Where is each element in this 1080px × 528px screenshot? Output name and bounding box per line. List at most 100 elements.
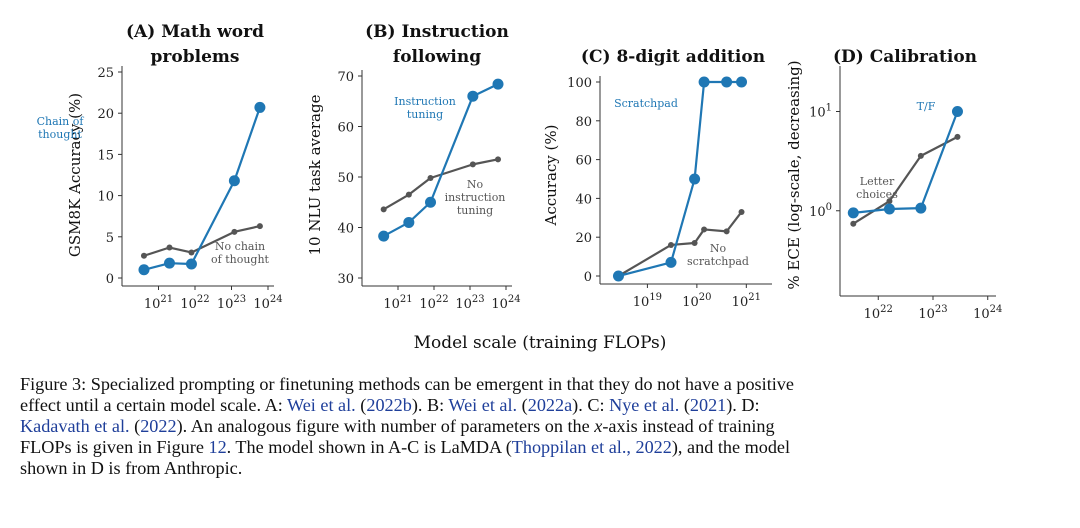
caption-text: FLOPs is given in Figure xyxy=(20,437,209,457)
series-label-baseline: No xyxy=(710,242,727,255)
caption-text: ( xyxy=(355,395,367,415)
series-label-baseline: of thought xyxy=(211,253,270,266)
citation-link[interactable]: 2022a xyxy=(527,395,573,415)
panel-a-math-word-problems: (A) Math word problems 0 5 10 15 20 25 1021 1022 1… xyxy=(37,22,283,312)
data-point-baseline xyxy=(691,240,698,247)
panel-title: following xyxy=(393,47,481,67)
citation-link[interactable]: 2022b xyxy=(366,395,412,415)
data-point-baseline xyxy=(231,228,238,235)
citation-link[interactable]: 2021 xyxy=(689,395,727,415)
caption-text: ( xyxy=(129,416,141,436)
panel-title: (C) 8-digit addition xyxy=(581,47,765,67)
citation-link[interactable]: 2022 xyxy=(140,416,177,436)
data-point-emergent xyxy=(698,76,710,88)
caption-text: shown in D is from Anthropic. xyxy=(20,458,243,478)
y-tick-label: 10 xyxy=(97,190,114,205)
data-point-emergent xyxy=(721,76,733,88)
y-tick-label: 0 xyxy=(106,272,114,287)
figure-3: (A) Math word problems 0 5 10 15 20 25 1021 1022 1… xyxy=(37,22,1003,353)
data-point-emergent xyxy=(915,202,927,214)
data-point-emergent xyxy=(689,173,701,185)
caption-text: effect until a certain model scale. A: xyxy=(20,395,287,415)
panel-title: (B) Instruction xyxy=(365,22,509,42)
y-tick-label: 15 xyxy=(97,148,114,163)
y-tick-label: 60 xyxy=(575,154,592,169)
y-tick-label: 100 xyxy=(567,76,592,91)
y-tick-label: 80 xyxy=(575,115,592,130)
x-tick-label: 1022 xyxy=(864,304,893,322)
data-point-baseline xyxy=(738,208,745,215)
caption-text: ), and the model xyxy=(671,437,791,457)
x-tick-label: 1024 xyxy=(491,294,520,312)
citation-link[interactable]: Nye et al. xyxy=(609,395,680,415)
citation-link[interactable]: Kadavath et al. xyxy=(20,416,130,436)
caption-italic-x: x xyxy=(594,416,603,436)
x-tick-label: 1019 xyxy=(633,292,662,310)
data-point-baseline xyxy=(701,226,708,233)
data-point-emergent xyxy=(736,76,748,88)
citation-link[interactable]: Thoppilan et al., 2022 xyxy=(511,437,672,457)
y-axis-label: % ECE (log-scale, decreasing) xyxy=(785,60,803,289)
panel-d-calibration: (D) Calibration 100 101 1022 1023 1024 % ECE (… xyxy=(785,47,1002,322)
series-label-baseline: scratchpad xyxy=(687,255,749,268)
y-axis-label: GSM8K Accuracy (%) xyxy=(66,93,84,257)
data-point-baseline xyxy=(886,198,893,205)
caption-text: ( xyxy=(517,395,528,415)
caption-text: ). D: xyxy=(726,395,760,415)
data-point-baseline xyxy=(723,228,730,235)
data-point-baseline xyxy=(954,133,961,140)
series-line-baseline xyxy=(852,135,958,225)
caption-text: ). C: xyxy=(572,395,610,415)
data-point-baseline xyxy=(668,241,675,248)
series-line-baseline xyxy=(617,211,743,277)
x-tick-label: 1024 xyxy=(253,294,282,312)
data-point-baseline xyxy=(166,244,173,251)
series-label-emergent: T/F xyxy=(917,100,936,113)
y-tick-label: 70 xyxy=(337,70,354,85)
series-label-baseline: tuning xyxy=(457,204,493,217)
x-tick-label: 1023 xyxy=(217,294,246,312)
data-point-emergent xyxy=(403,216,415,228)
data-point-emergent xyxy=(847,207,859,219)
data-point-baseline xyxy=(427,175,434,182)
series-label-baseline: instruction xyxy=(445,191,506,204)
data-point-baseline xyxy=(850,220,857,227)
series-line-emergent xyxy=(853,111,959,214)
x-tick-label: 1023 xyxy=(918,304,947,322)
data-point-emergent xyxy=(163,257,175,269)
data-point-baseline xyxy=(405,191,412,198)
figure-reference-link[interactable]: 12 xyxy=(208,437,227,457)
x-tick-label: 1023 xyxy=(455,294,484,312)
caption-text: ). An analogous figure with number of pa… xyxy=(176,416,595,436)
y-tick-label: 20 xyxy=(575,231,592,246)
data-point-baseline xyxy=(188,249,195,256)
panel-title: (A) Math word xyxy=(126,22,264,42)
data-point-emergent xyxy=(883,203,895,215)
data-point-emergent xyxy=(138,264,150,276)
y-tick-label: 60 xyxy=(337,121,354,136)
caption-text: ( xyxy=(679,395,690,415)
x-tick-label: 1020 xyxy=(682,292,711,310)
y-tick-label: 30 xyxy=(337,272,354,287)
data-point-emergent xyxy=(378,230,390,242)
y-tick-label: 40 xyxy=(337,222,354,237)
data-point-emergent xyxy=(665,256,677,268)
y-tick-label: 25 xyxy=(97,66,114,81)
data-point-emergent xyxy=(254,101,266,113)
panel-title: (D) Calibration xyxy=(833,47,977,67)
shared-x-axis-label: Model scale (training FLOPs) xyxy=(414,333,667,353)
series-label-baseline: No xyxy=(467,178,484,191)
y-axis-label: Accuracy (%) xyxy=(542,124,560,226)
series-label-baseline: No chain xyxy=(215,240,265,253)
caption-line-1: Figure 3: Specialized prompting or finet… xyxy=(20,374,794,394)
panel-c-8-digit-addition: (C) 8-digit addition 0 20 40 60 80 100 1019 1020… xyxy=(542,47,772,310)
series-label-emergent: Scratchpad xyxy=(614,97,678,110)
citation-link[interactable]: Wei et al. xyxy=(448,395,518,415)
y-axis-label: 10 NLU task average xyxy=(306,94,324,255)
figure-caption: Figure 3: Specialized prompting or finet… xyxy=(20,374,1060,479)
citation-link[interactable]: Wei et al. xyxy=(287,395,356,415)
y-tick-label: 5 xyxy=(106,231,114,246)
data-point-emergent xyxy=(951,105,963,117)
y-tick-label: 20 xyxy=(97,107,114,122)
panel-title: problems xyxy=(151,47,240,67)
